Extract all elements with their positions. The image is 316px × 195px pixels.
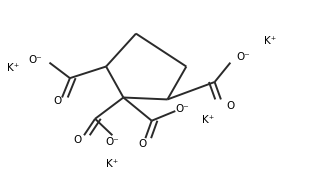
Text: O: O: [74, 136, 82, 145]
Text: O: O: [226, 101, 234, 111]
Text: K⁺: K⁺: [106, 159, 118, 169]
Text: O: O: [138, 139, 146, 149]
Text: O: O: [53, 96, 61, 106]
Text: K⁺: K⁺: [202, 115, 215, 125]
Text: O⁻: O⁻: [28, 55, 42, 65]
Text: K⁺: K⁺: [7, 63, 19, 74]
Text: O⁻: O⁻: [106, 137, 119, 147]
Text: O⁻: O⁻: [176, 104, 189, 114]
Text: K⁺: K⁺: [264, 36, 276, 46]
Text: O⁻: O⁻: [236, 52, 250, 62]
